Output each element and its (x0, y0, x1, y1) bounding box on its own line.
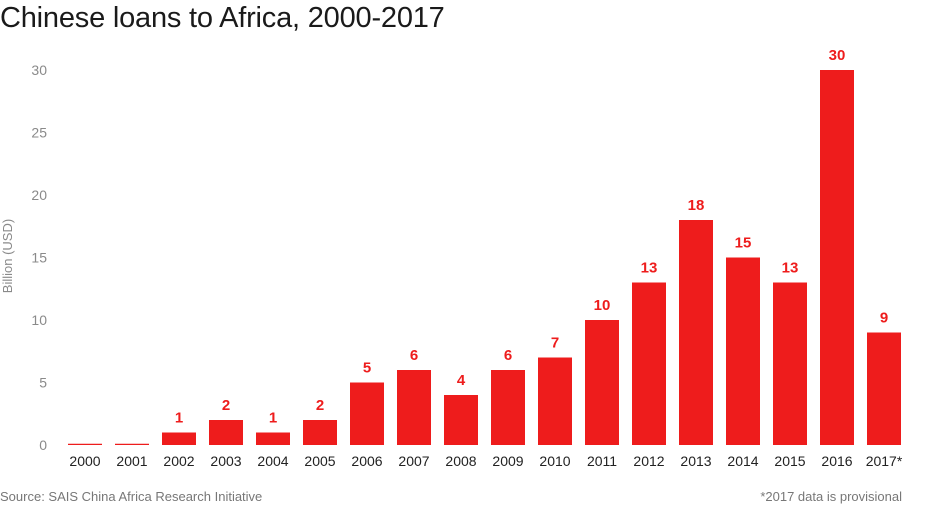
bar-2002 (162, 432, 196, 445)
data-label: 13 (641, 260, 658, 277)
data-label: 2 (316, 397, 324, 414)
data-label: 5 (363, 360, 371, 377)
x-tick-label: 2002 (163, 453, 194, 469)
data-label: 2 (222, 397, 230, 414)
bar-2001 (115, 443, 149, 445)
y-tick-label: 15 (31, 250, 47, 266)
data-label: 7 (551, 335, 559, 352)
bar-2003 (209, 420, 243, 445)
x-tick-label: 2005 (304, 453, 335, 469)
bar-2014 (726, 257, 760, 445)
x-tick-label: 2014 (727, 453, 758, 469)
x-tick-label: 2015 (774, 453, 805, 469)
bar-2004 (256, 432, 290, 445)
bar-2011 (585, 320, 619, 445)
x-tick-label: 2017* (866, 453, 903, 469)
y-tick-label: 0 (39, 437, 47, 453)
x-tick-label: 2001 (116, 453, 147, 469)
bar-2007 (397, 370, 431, 445)
bar-2010 (538, 357, 572, 445)
chart-title: Chinese loans to Africa, 2000-2017 (0, 2, 445, 34)
y-axis-ticks: 0 5 10 15 20 25 30 (31, 62, 47, 453)
data-label: 1 (175, 410, 183, 427)
source-note: Source: SAIS China Africa Research Initi… (0, 489, 263, 504)
bar-2015 (773, 282, 807, 445)
y-axis-label: Billion (USD) (0, 219, 15, 293)
bar-2000 (68, 443, 102, 445)
x-axis-ticks: 2000 2001 2002 2003 2004 2005 2006 2007 2008 2009… (69, 453, 902, 469)
bar-2017* (867, 332, 901, 445)
data-label: 15 (735, 235, 752, 252)
data-label: 6 (410, 347, 418, 364)
x-tick-label: 2013 (680, 453, 711, 469)
x-tick-label: 2010 (539, 453, 570, 469)
x-tick-label: 2007 (398, 453, 429, 469)
bar-2005 (303, 420, 337, 445)
bar-2008 (444, 395, 478, 445)
y-tick-label: 20 (31, 187, 47, 203)
data-label: 1 (269, 410, 277, 427)
bar-2009 (491, 370, 525, 445)
data-label: 10 (594, 297, 611, 314)
y-tick-label: 25 (31, 125, 47, 141)
data-label: 18 (688, 197, 705, 214)
x-tick-label: 2008 (445, 453, 476, 469)
y-tick-label: 10 (31, 312, 47, 328)
x-tick-label: 2009 (492, 453, 523, 469)
bar-2012 (632, 282, 666, 445)
data-labels: 1 2 1 2 5 6 4 6 7 10 13 18 15 13 30 9 (175, 47, 888, 427)
x-tick-label: 2003 (210, 453, 241, 469)
y-tick-label: 5 (39, 375, 47, 391)
x-tick-label: 2012 (633, 453, 664, 469)
data-label: 13 (782, 260, 799, 277)
x-tick-label: 2016 (821, 453, 852, 469)
x-tick-label: 2000 (69, 453, 100, 469)
data-label: 4 (457, 372, 466, 389)
y-tick-label: 30 (31, 62, 47, 78)
bar-2016 (820, 70, 854, 445)
data-label: 6 (504, 347, 512, 364)
x-tick-label: 2004 (257, 453, 288, 469)
bar-2013 (679, 220, 713, 445)
data-label: 9 (880, 310, 888, 327)
data-label: 30 (829, 47, 846, 64)
footnote: *2017 data is provisional (760, 489, 902, 504)
bars (68, 70, 901, 445)
bar-2006 (350, 382, 384, 445)
x-tick-label: 2006 (351, 453, 382, 469)
x-tick-label: 2011 (587, 453, 617, 469)
